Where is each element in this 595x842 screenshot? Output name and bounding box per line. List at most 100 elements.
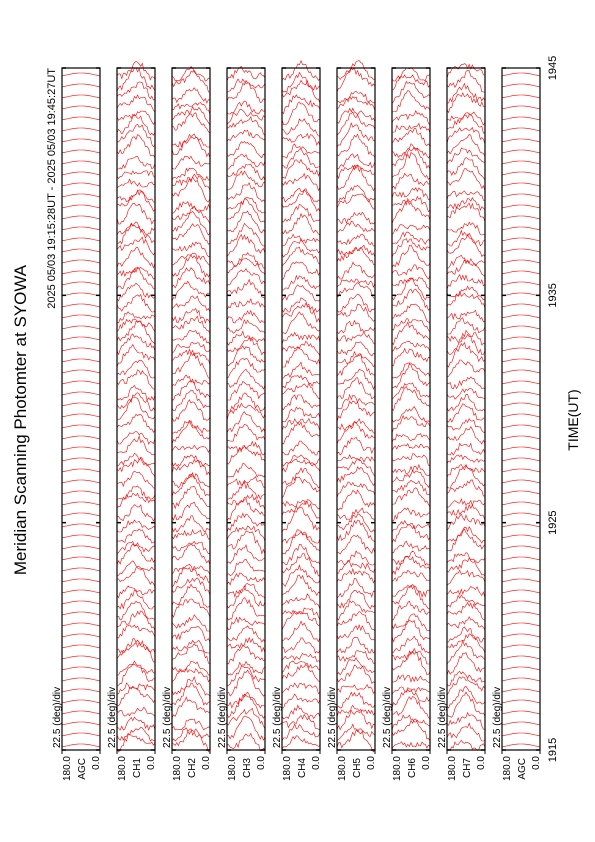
scan-trace: [171, 454, 211, 467]
scan-trace: [501, 281, 541, 286]
x-tick-label: 1945: [547, 56, 559, 80]
scan-trace: [501, 325, 541, 330]
scan-trace: [336, 611, 376, 632]
x-axis-label: TIME(UT): [565, 389, 581, 450]
scan-trace: [281, 417, 321, 432]
scan-trace: [391, 540, 431, 554]
scan-trace: [336, 261, 376, 280]
scan-trace: [116, 566, 156, 587]
scan-trace: [171, 380, 211, 401]
y-tick-label: 180.0: [117, 756, 128, 781]
scan-trace: [391, 122, 431, 133]
scan-trace: [391, 200, 431, 224]
scan-trace: [171, 643, 211, 664]
scale-label: 22.5 (deg)/div: [107, 687, 118, 748]
panel-frame: [281, 67, 321, 751]
scan-trace: [446, 133, 486, 157]
scan-trace: [116, 624, 156, 639]
scan-trace: [446, 557, 486, 577]
scan-trace: [116, 504, 156, 522]
scan-trace: [446, 711, 485, 730]
scan-trace: [116, 435, 156, 456]
scan-trace: [336, 481, 376, 498]
scan-trace: [226, 198, 266, 223]
scan-trace: [501, 94, 541, 99]
scan-trace: [61, 424, 101, 429]
scan-trace: [281, 607, 321, 621]
scan-trace: [281, 735, 321, 750]
scan-trace: [116, 282, 156, 302]
scan-trace: [336, 513, 376, 533]
panel-frame: [501, 67, 541, 751]
scan-trace: [61, 512, 101, 517]
scan-trace: [171, 241, 210, 258]
scale-label: 22.5 (deg)/div: [327, 687, 338, 748]
y-tick-label: 180.0: [392, 756, 403, 781]
scan-trace: [336, 650, 376, 664]
scan-trace: [336, 507, 376, 522]
scan-trace: [226, 525, 266, 542]
scan-trace: [391, 406, 431, 423]
y-tick-label: 180.0: [337, 756, 348, 781]
scan-trace: [226, 170, 265, 191]
scan-trace: [61, 699, 101, 704]
scan-trace: [391, 224, 431, 235]
scan-trace: [391, 385, 431, 411]
scan-trace: [501, 666, 541, 671]
scan-trace: [336, 418, 375, 434]
scan-trace: [171, 682, 211, 706]
scan-trace: [501, 512, 541, 517]
scan-trace: [281, 501, 321, 519]
scan-trace: [281, 60, 321, 81]
panel-label: CH5: [352, 758, 363, 778]
scan-trace: [226, 309, 266, 324]
scan-trace: [336, 723, 376, 741]
scan-trace: [446, 92, 486, 114]
scan-trace: [281, 553, 321, 577]
scan-trace: [61, 501, 101, 506]
scan-trace: [61, 380, 101, 385]
scan-trace: [117, 600, 156, 621]
scan-trace: [281, 660, 321, 673]
scan-trace: [61, 721, 101, 726]
scan-trace: [171, 577, 211, 596]
scan-trace: [336, 331, 376, 345]
scan-trace: [226, 463, 266, 478]
scan-trace: [391, 674, 431, 683]
scan-trace: [446, 425, 486, 445]
scan-trace: [281, 382, 321, 400]
scan-trace: [336, 589, 376, 610]
scan-trace: [501, 270, 541, 275]
panel-frame: [391, 67, 431, 751]
scan-trace: [391, 584, 431, 598]
scale-label: 22.5 (deg)/div: [382, 687, 393, 748]
scale-label: 22.5 (deg)/div: [217, 687, 228, 748]
scan-trace: [446, 258, 486, 277]
scan-trace: [226, 222, 265, 247]
scan-trace: [336, 153, 376, 170]
scan-trace: [171, 540, 211, 555]
scan-trace: [116, 202, 156, 225]
scan-trace: [501, 479, 541, 484]
scan-trace: [226, 585, 266, 609]
scan-trace: [501, 446, 541, 451]
scan-trace: [61, 336, 101, 341]
scan-trace: [446, 464, 486, 489]
scan-trace: [336, 599, 376, 621]
y-tick-label: 0.0: [91, 756, 102, 770]
scan-trace: [172, 201, 211, 214]
scan-trace: [171, 173, 211, 190]
scan-trace: [61, 611, 101, 616]
scan-trace: [391, 90, 431, 113]
scan-trace: [116, 178, 156, 189]
scan-trace: [391, 556, 431, 576]
scan-trace: [226, 512, 266, 533]
scan-trace: [171, 133, 211, 159]
scan-trace: [336, 164, 376, 192]
scan-trace: [446, 229, 486, 247]
scan-trace: [446, 393, 486, 412]
scan-trace: [116, 492, 156, 509]
scan-trace: [391, 80, 431, 104]
scan-trace: [336, 246, 376, 266]
scan-trace: [281, 172, 321, 192]
